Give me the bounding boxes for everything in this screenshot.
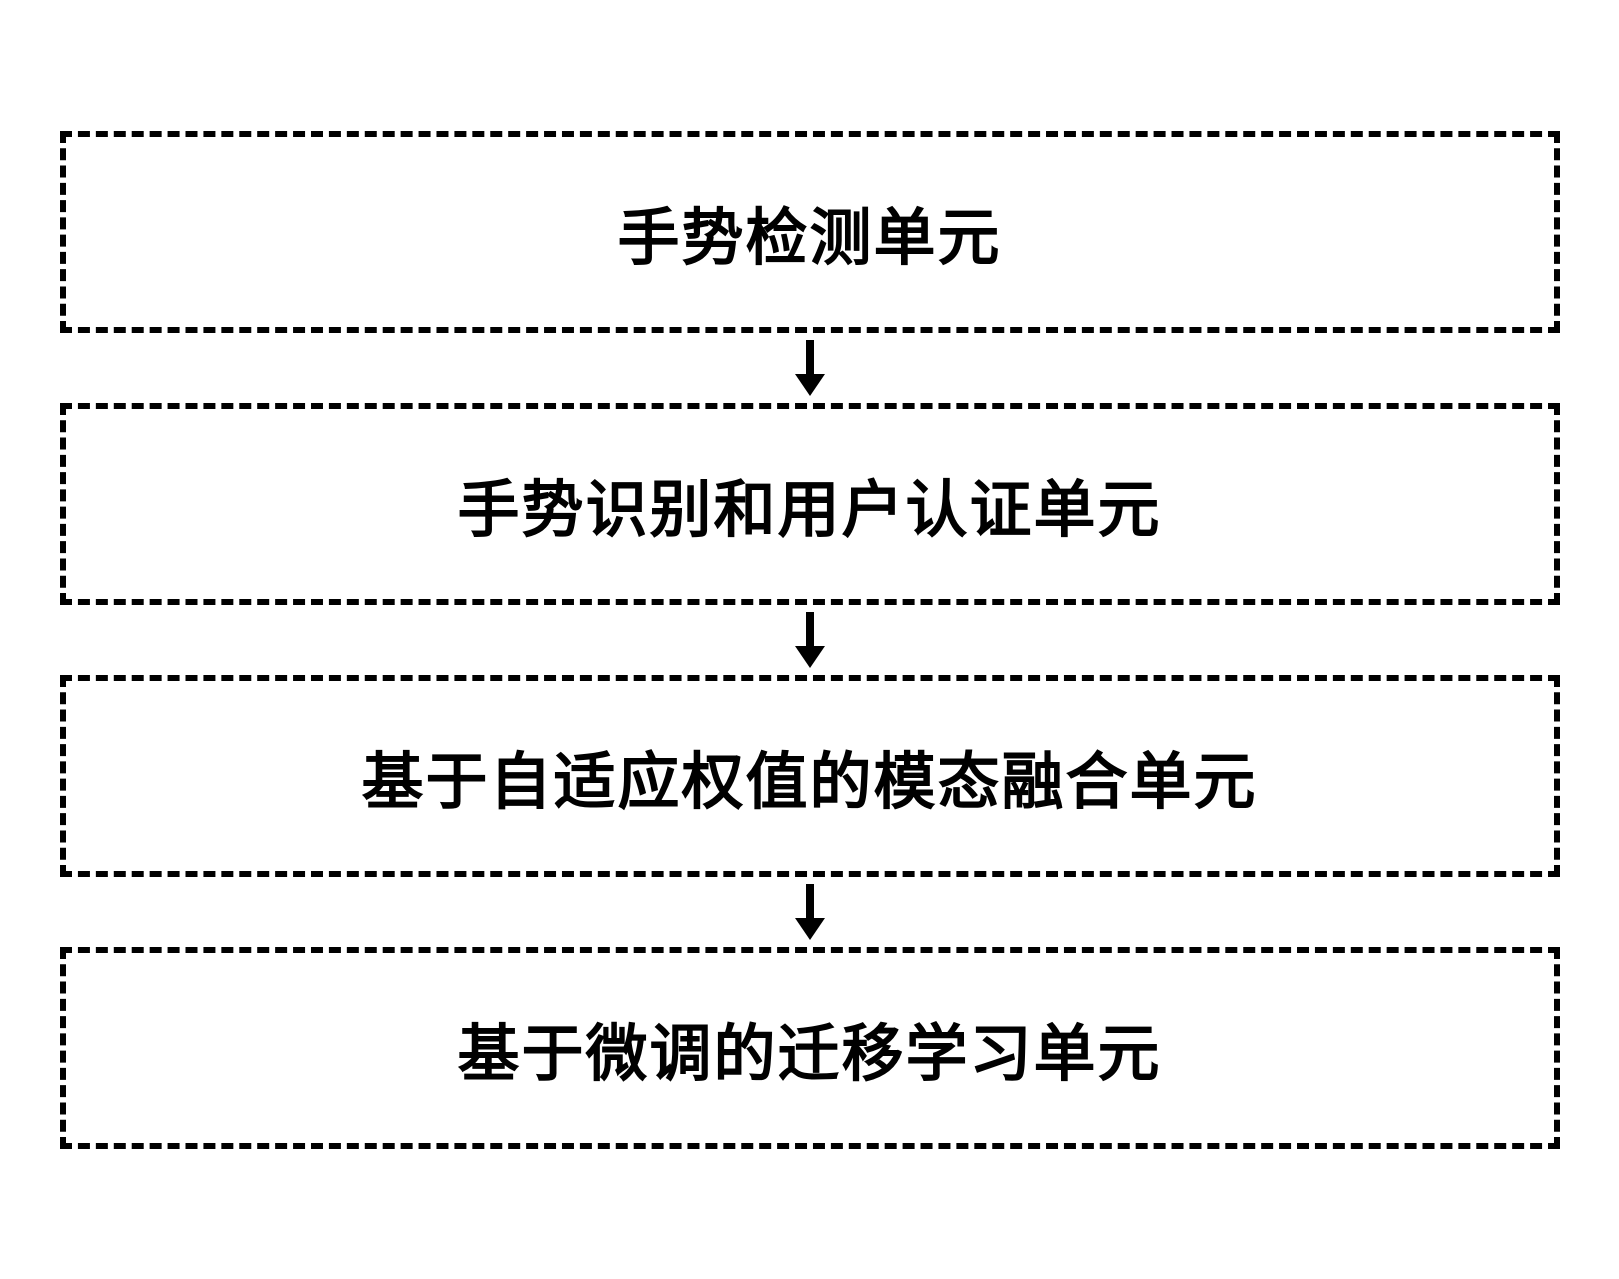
arrow-down-icon <box>793 605 827 675</box>
flowchart-node: 基于自适应权值的模态融合单元 <box>60 675 1560 877</box>
arrow-down-icon <box>793 333 827 403</box>
flowchart-node: 手势检测单元 <box>60 131 1560 333</box>
flowchart-container: 手势检测单元 手势识别和用户认证单元 基于自适应权值的模态融合单元 基于微调的迁… <box>60 131 1560 1149</box>
flowchart-node: 基于微调的迁移学习单元 <box>60 947 1560 1149</box>
node-label: 手势检测单元 <box>617 187 1001 277</box>
arrow-down-icon <box>793 877 827 947</box>
node-label: 基于自适应权值的模态融合单元 <box>361 731 1257 821</box>
flowchart-node: 手势识别和用户认证单元 <box>60 403 1560 605</box>
node-label: 基于微调的迁移学习单元 <box>457 1003 1161 1093</box>
node-label: 手势识别和用户认证单元 <box>457 459 1161 549</box>
